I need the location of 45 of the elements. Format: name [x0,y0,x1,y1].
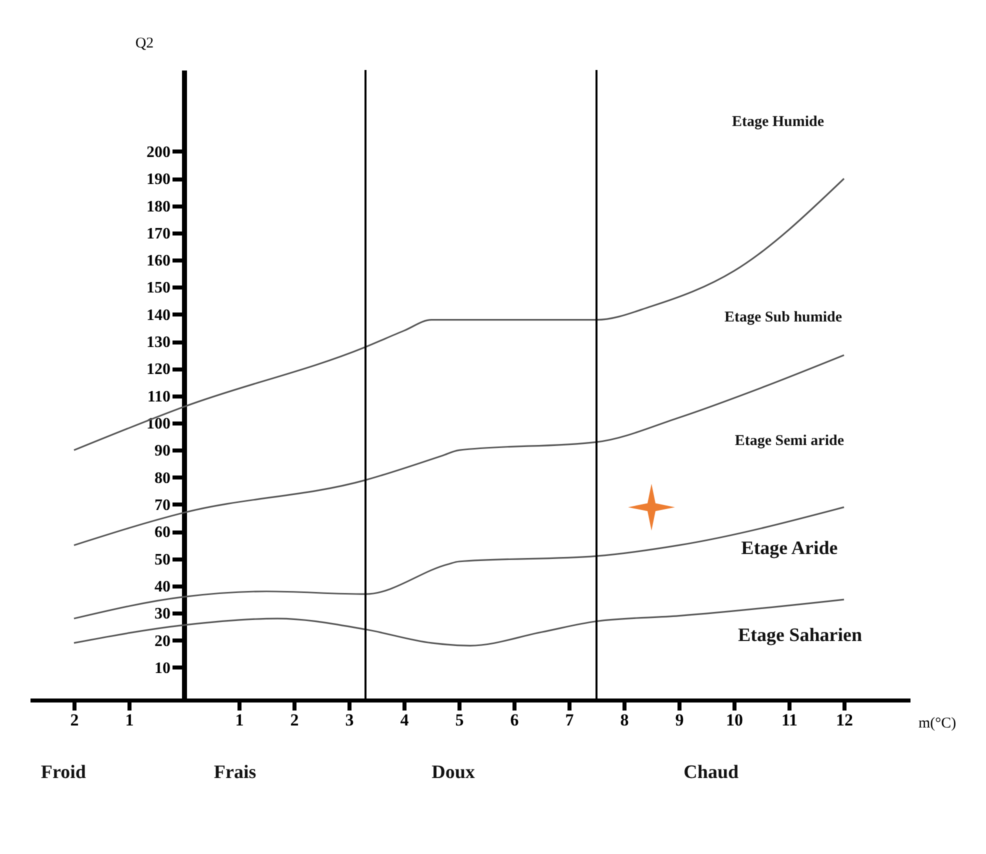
x-tick-label: 2 [290,710,299,730]
annotation: Etage Aride [741,538,838,560]
y-tick-label: 140 [146,306,170,324]
y-tick-label: 150 [146,280,170,297]
annotation: Etage Humide [732,114,824,130]
y-tick-label: 20 [154,632,170,650]
y-tick-label: 70 [154,496,170,514]
y-tick-label: 30 [154,606,170,623]
text: Chaud [684,762,740,783]
x-tick-label: 12 [836,710,853,730]
y-tick-label: 170 [146,225,170,242]
y-tick-label: 120 [146,361,170,378]
y-tick-label: 200 [146,144,170,161]
y-tick-label: 50 [154,551,170,568]
x-tick-label: 9 [675,710,684,730]
y-tick-label: 190 [146,171,170,188]
y-tick-label: 100 [146,416,170,433]
text: Frais [214,762,256,783]
x-tick-label: 10 [726,710,743,730]
x-tick-label: 5 [455,710,464,730]
y-tick-label: 80 [154,470,170,487]
x-tick-label: 3 [345,710,354,730]
y-tick-label: 160 [146,252,170,270]
y-tick-label: 110 [147,388,170,406]
text: Doux [432,762,476,783]
y-tick-label: 180 [146,198,170,216]
annotation: Etage Semi aride [734,432,844,449]
x-tick-label: 1 [235,710,244,730]
x-tick-label: 2 [70,710,79,730]
x-tick-label: 6 [510,710,519,730]
y-tick-label: 130 [146,334,170,352]
x-tick-label: 4 [400,710,410,730]
text: Froid [40,762,86,783]
x-tick-label: 11 [781,710,798,730]
y-tick-label: 90 [154,442,170,460]
x-tick-label: 7 [565,710,574,730]
y-tick-label: 40 [154,578,170,596]
annotation: Etage Saharien [738,625,862,646]
y-axis-title: Q2 [135,36,154,52]
y-tick-label: 60 [154,524,170,542]
x-tick-label: 8 [620,710,629,730]
x-axis-title: m(°C) [918,716,956,732]
y-tick-label: 10 [154,660,170,677]
x-tick-label: 1 [125,710,134,730]
annotation: Etage Sub humide [724,309,842,326]
